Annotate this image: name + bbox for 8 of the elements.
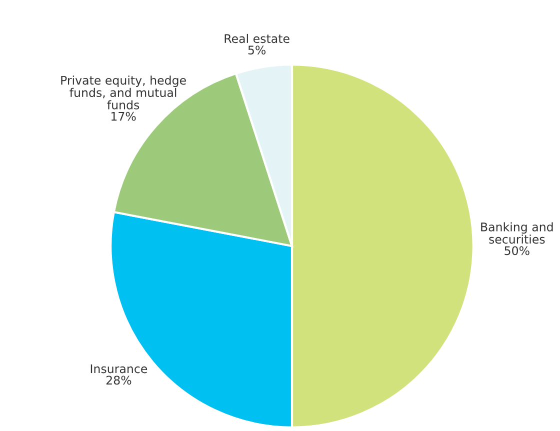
data-label: 5% [248,46,266,54]
data-label: 28% [106,376,132,385]
slice-label: Real estate [224,34,290,44]
slice-label: Insurance [90,364,148,374]
slice-label: Banking and securities [481,222,553,244]
data-label: 17% [111,112,136,121]
slice-label: Private equity, hedge funds, and mutual funds [61,76,186,110]
data-label: 50% [504,246,530,256]
